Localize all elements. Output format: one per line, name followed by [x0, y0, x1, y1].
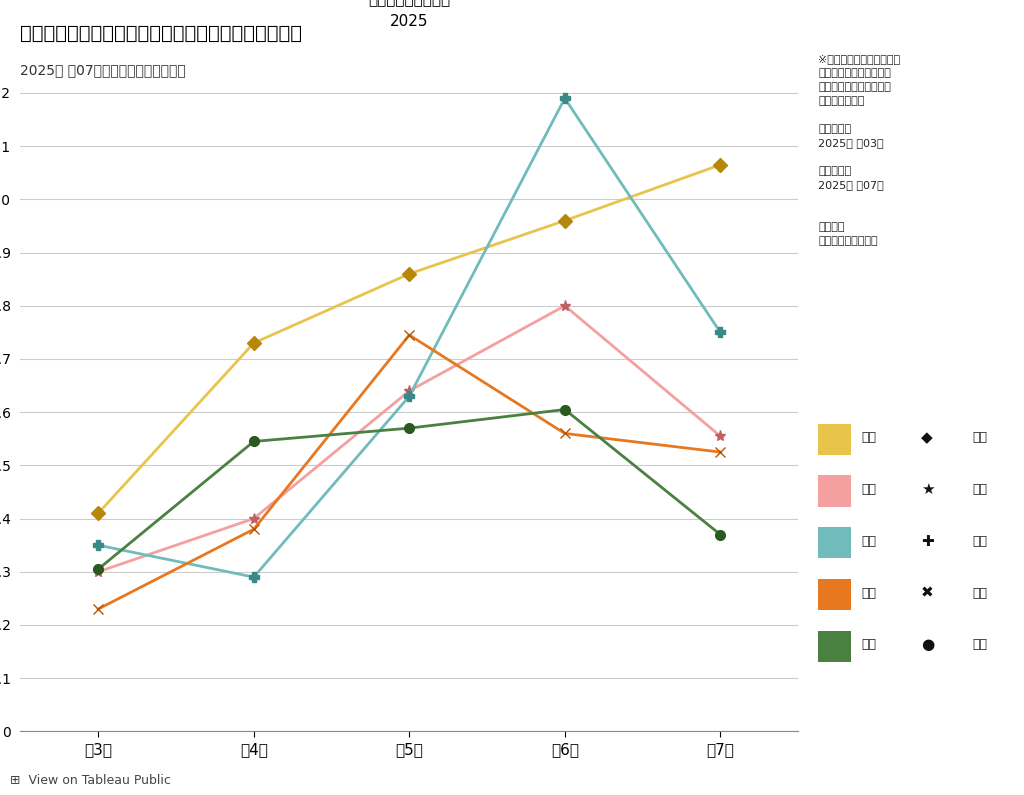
FancyBboxPatch shape — [818, 475, 851, 506]
Text: 全国: 全国 — [861, 431, 877, 444]
Text: ★: ★ — [922, 482, 935, 497]
Text: ✚: ✚ — [922, 533, 934, 549]
Text: ◆: ◆ — [922, 430, 933, 445]
Text: 東部: 東部 — [973, 535, 987, 548]
Text: 全県: 全県 — [973, 483, 987, 496]
Text: 西部: 西部 — [861, 638, 877, 651]
FancyBboxPatch shape — [818, 631, 851, 662]
Text: 中部: 中部 — [861, 587, 877, 599]
Title: 小児科
ＲＳウイルス感染症
2025: 小児科 ＲＳウイルス感染症 2025 — [369, 0, 451, 29]
Text: ⊞  View on Tableau Public: ⊞ View on Tableau Public — [10, 774, 171, 787]
Text: 全県: 全県 — [861, 483, 877, 496]
Text: ※表示したい年週の期間を
以下のスライダーで選択
できます（初期表示は直
近５週間です）

開始週選択
2025年 第03週

終了週選択
2025年 第07週: ※表示したい年週の期間を 以下のスライダーで選択 できます（初期表示は直 近５週… — [818, 53, 900, 246]
Text: 定点把握の対象となる５類感染症（週報対象のもの）: 定点把握の対象となる５類感染症（週報対象のもの） — [20, 24, 302, 43]
Text: 中部: 中部 — [973, 587, 987, 599]
Text: 2025年 第07週までのデータに基づく: 2025年 第07週までのデータに基づく — [20, 64, 186, 78]
Text: 全国: 全国 — [973, 431, 987, 444]
Text: 西部: 西部 — [973, 638, 987, 651]
Text: ✖: ✖ — [922, 586, 934, 600]
Text: ●: ● — [922, 638, 934, 653]
FancyBboxPatch shape — [818, 580, 851, 611]
FancyBboxPatch shape — [818, 424, 851, 455]
FancyBboxPatch shape — [818, 527, 851, 558]
Text: 東部: 東部 — [861, 535, 877, 548]
